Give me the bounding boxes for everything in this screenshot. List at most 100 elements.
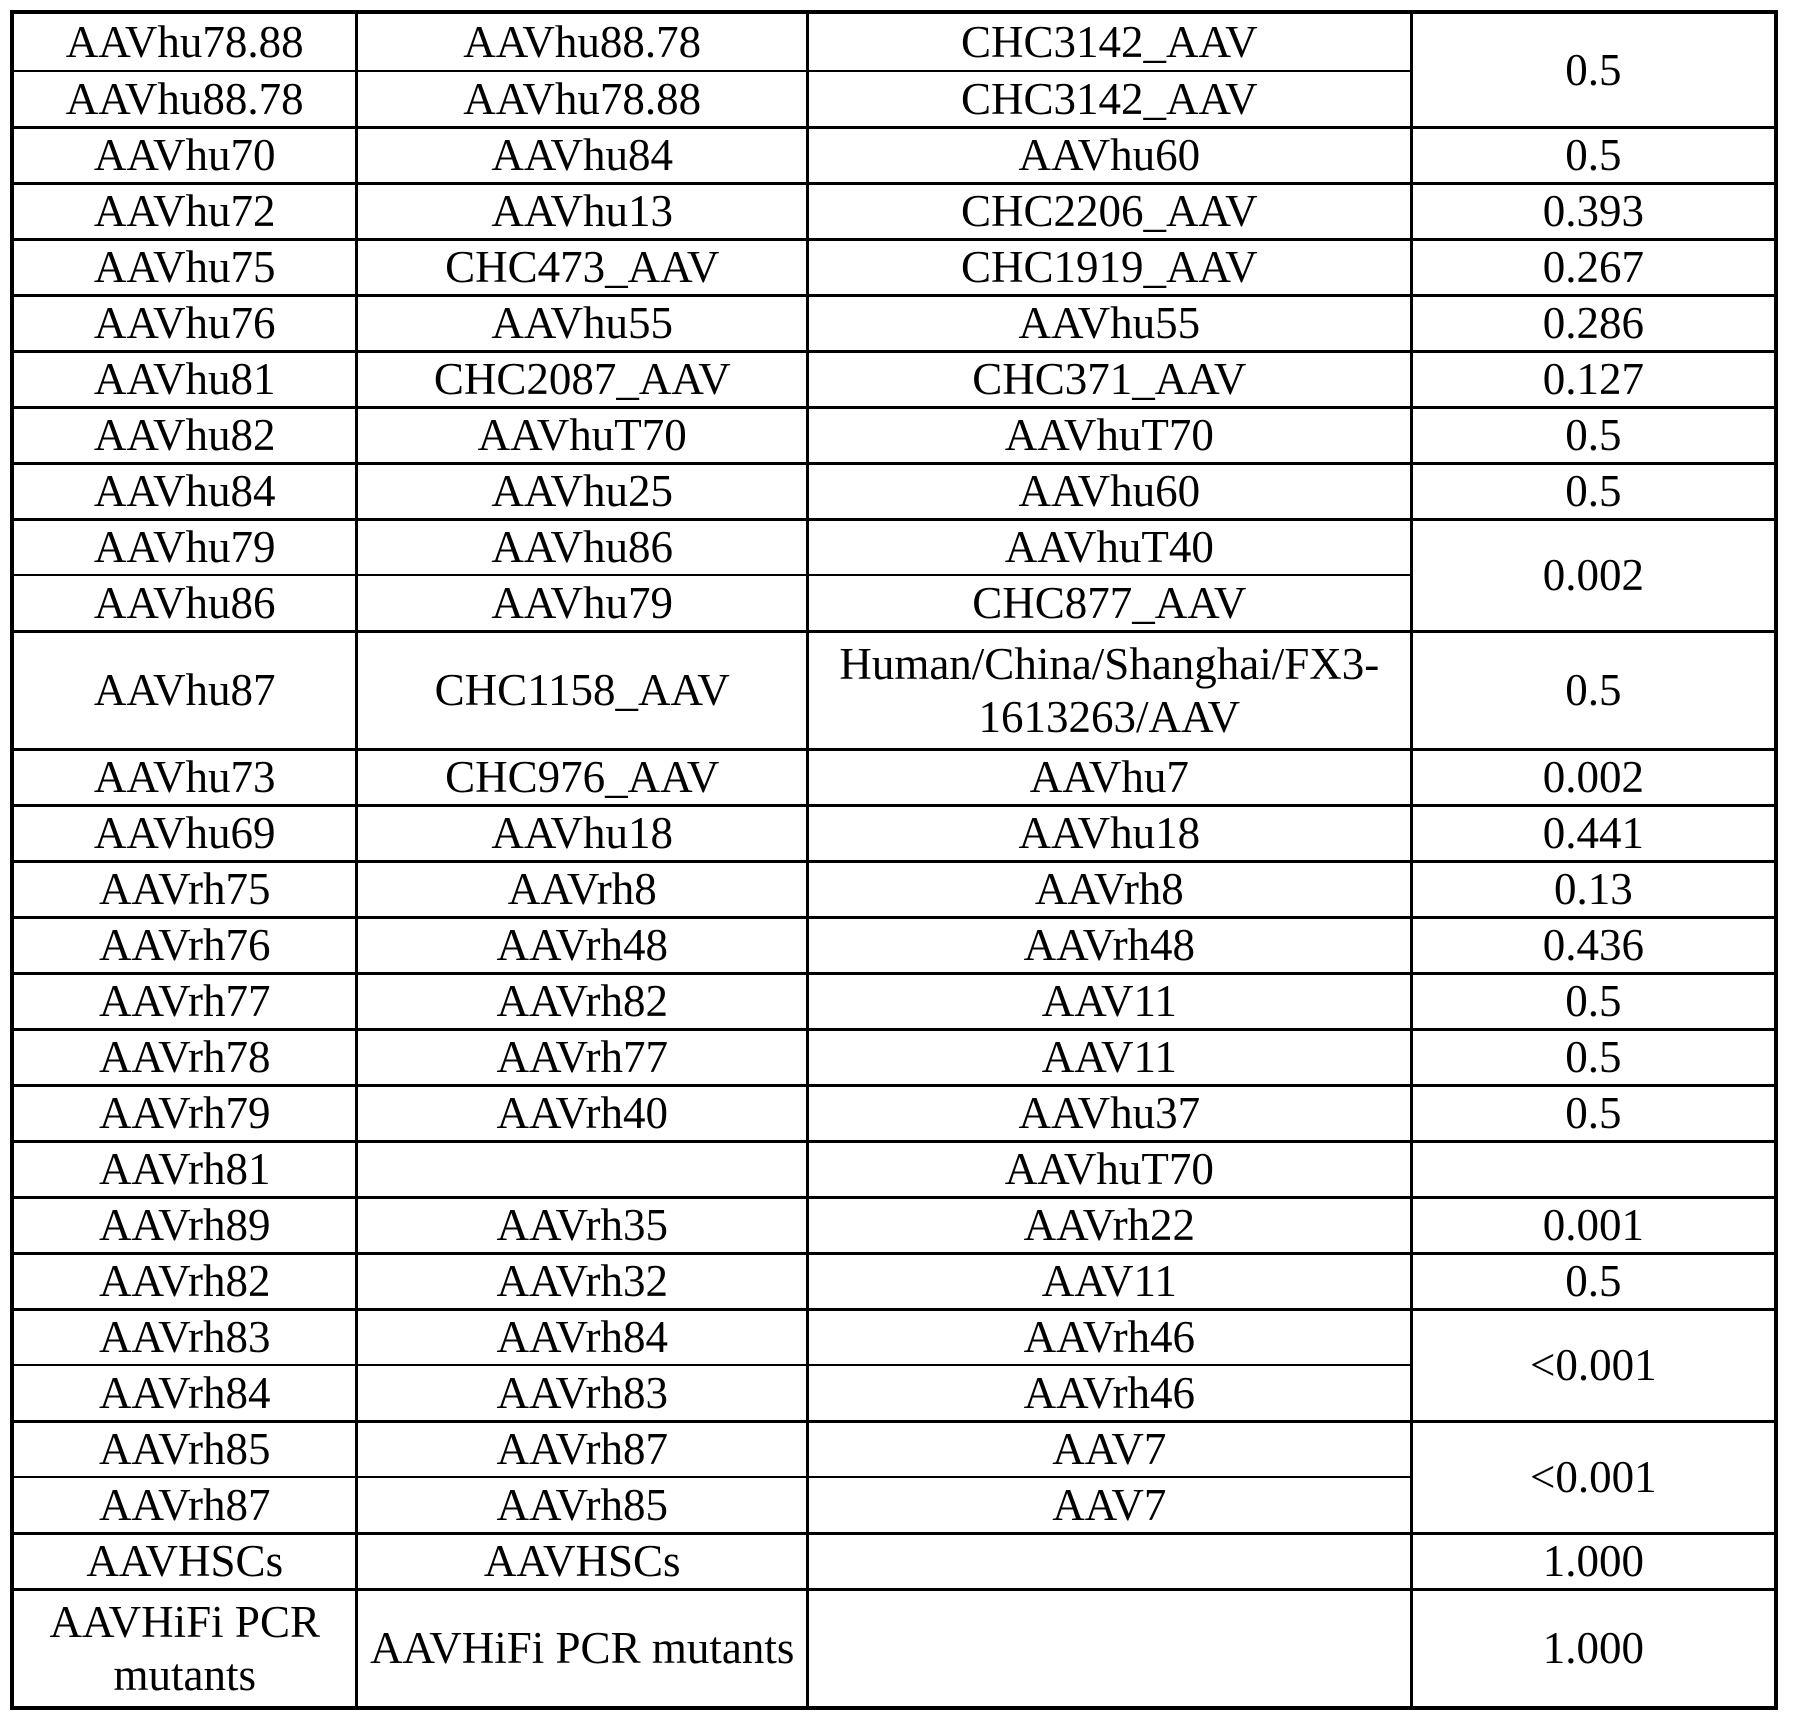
cell-col1: AAVhu70 [14,126,356,182]
cell-col3: CHC3142_AAV [805,14,1410,70]
cell-col3: CHC3142_AAV [805,70,1410,126]
cell-col1: AAVrh76 [14,916,356,972]
table-row: AAVhu75 CHC473_AAV CHC1919_AAV 0.267 [14,238,1774,294]
p-value-cell: 0.13 [1409,860,1774,916]
cell-col2: AAVhu84 [355,126,806,182]
p-value-cell: 0.5 [1409,1028,1774,1084]
cell-col3: AAVhuT40 [805,518,1410,574]
cell-col2: AAVhu55 [355,294,806,350]
cell-col1: AAVrh78 [14,1028,356,1084]
table-row: AAVHSCs AAVHSCs 1.000 [14,1532,1774,1588]
cell-col2: AAVrh84 [355,1308,806,1364]
cell-col2: AAVhu86 [355,518,806,574]
cell-col2: AAVrh85 [355,1476,806,1532]
cell-col3: AAV7 [805,1476,1410,1532]
table-row: AAVrh77 AAVrh82 AAV11 0.5 [14,972,1774,1028]
cell-col3: AAVrh8 [805,860,1410,916]
p-value-cell: 0.127 [1409,350,1774,406]
p-value-cell: 1.000 [1409,1532,1774,1588]
cell-col1: AAVhu79 [14,518,356,574]
cell-col2: AAVrh32 [355,1252,806,1308]
cell-col1: AAVrh83 [14,1308,356,1364]
p-value-cell: <0.001 [1409,1308,1774,1420]
p-value-cell: 0.5 [1409,462,1774,518]
p-value-cell: 0.436 [1409,916,1774,972]
p-value-cell: 0.5 [1409,14,1774,126]
cell-col3: AAVrh22 [805,1196,1410,1252]
table-row: AAVhu88.78 AAVhu78.88 CHC3142_AAV [14,70,1774,126]
cell-col3: AAV11 [805,1252,1410,1308]
cell-col2: AAVrh40 [355,1084,806,1140]
p-value-cell: 0.5 [1409,406,1774,462]
cell-col1: AAVhu72 [14,182,356,238]
p-value-cell: 0.5 [1409,972,1774,1028]
p-value-cell: 0.286 [1409,294,1774,350]
cell-col1: AAVhu73 [14,748,356,804]
cell-col2: AAVrh83 [355,1364,806,1420]
p-value-cell: 0.393 [1409,182,1774,238]
cell-col3: AAVhu7 [805,748,1410,804]
table-row: AAVrh85 AAVrh87 AAV7 <0.001 [14,1420,1774,1532]
cell-col3: AAVhuT70 [805,1140,1410,1196]
cell-col1: AAVrh85 [14,1420,356,1476]
table-row: AAVhu69 AAVhu18 AAVhu18 0.441 [14,804,1774,860]
table-row: AAVhu82 AAVhuT70 AAVhuT70 0.5 [14,406,1774,462]
p-value-cell: 0.441 [1409,804,1774,860]
cell-col2: AAVrh87 [355,1420,806,1476]
cell-col1: AAVhu76 [14,294,356,350]
table-row: AAVhu78.88 AAVhu88.78 CHC3142_AAV 0.5 [14,14,1774,126]
table-row: AAVrh83 AAVrh84 AAVrh46 <0.001 [14,1308,1774,1420]
cell-col3: AAVhu60 [805,126,1410,182]
cell-col1: AAVHSCs [14,1532,356,1588]
p-value-cell: 0.002 [1409,748,1774,804]
table-row: AAVhu73 CHC976_AAV AAVhu7 0.002 [14,748,1774,804]
cell-col1: AAVrh79 [14,1084,356,1140]
cell-col1: AAVhu75 [14,238,356,294]
cell-col1: AAVrh81 [14,1140,356,1196]
cell-col1: AAVhu82 [14,406,356,462]
table-row: AAVhu86 AAVhu79 CHC877_AAV [14,574,1774,630]
cell-col3: AAVhuT70 [805,406,1410,462]
p-value-cell: 0.5 [1409,126,1774,182]
table-body: AAVhu78.88 AAVhu88.78 CHC3142_AAV 0.5 AAVhu8… [14,14,1774,1706]
table-row: AAVhu81 CHC2087_AAV CHC371_AAV 0.127 [14,350,1774,406]
cell-col1: AAVhu88.78 [14,70,356,126]
table-row: AAVhu72 AAVhu13 CHC2206_AAV 0.393 [14,182,1774,238]
cell-col3: AAVrh46 [805,1308,1410,1364]
cell-col2: CHC1158_AAV [355,630,806,748]
p-value-cell: 1.000 [1409,1588,1774,1706]
p-value-cell: 0.5 [1409,1252,1774,1308]
cell-col2: CHC2087_AAV [355,350,806,406]
cell-col3: AAVhu55 [805,294,1410,350]
table-row: AAVhu87 CHC1158_AAV Human/China/Shanghai/F… [14,630,1774,748]
cell-col1: AAVhu84 [14,462,356,518]
table-row: AAVrh75 AAVrh8 AAVrh8 0.13 [14,860,1774,916]
cell-col1: AAVrh84 [14,1364,356,1420]
p-value-cell [1409,1140,1774,1196]
table-row: AAVrh89 AAVrh35 AAVrh22 0.001 [14,1196,1774,1252]
cell-col3: CHC2206_AAV [805,182,1410,238]
table-row: AAVhu70 AAVhu84 AAVhu60 0.5 [14,126,1774,182]
p-value-cell: 0.5 [1409,1084,1774,1140]
cell-col1: AAVrh75 [14,860,356,916]
cell-col2: AAVrh82 [355,972,806,1028]
table-row: AAVrh78 AAVrh77 AAV11 0.5 [14,1028,1774,1084]
cell-col3: CHC877_AAV [805,574,1410,630]
cell-col3: AAVhu18 [805,804,1410,860]
table-row: AAVrh79 AAVrh40 AAVhu37 0.5 [14,1084,1774,1140]
table-row: AAVrh81 AAVhuT70 [14,1140,1774,1196]
cell-col1: AAVhu78.88 [65,16,304,67]
cell-col3: AAV11 [805,972,1410,1028]
cell-col2: CHC976_AAV [355,748,806,804]
cell-col2: AAVHSCs [355,1532,806,1588]
cell-col2: AAVhuT70 [355,406,806,462]
table-row: AAVhu76 AAVhu55 AAVhu55 0.286 [14,294,1774,350]
cell-col3 [805,1532,1410,1588]
cell-col2: AAVrh48 [355,916,806,972]
cell-col1: AAVHiFi PCR mutants [14,1588,356,1706]
table-row: AAVHiFi PCR mutants AAVHiFi PCR mutants 1.… [14,1588,1774,1706]
table-row: AAVrh82 AAVrh32 AAV11 0.5 [14,1252,1774,1308]
cell-col3: AAV7 [805,1420,1410,1476]
cell-col2: AAVrh77 [355,1028,806,1084]
table-row: AAVrh87 AAVrh85 AAV7 [14,1476,1774,1532]
